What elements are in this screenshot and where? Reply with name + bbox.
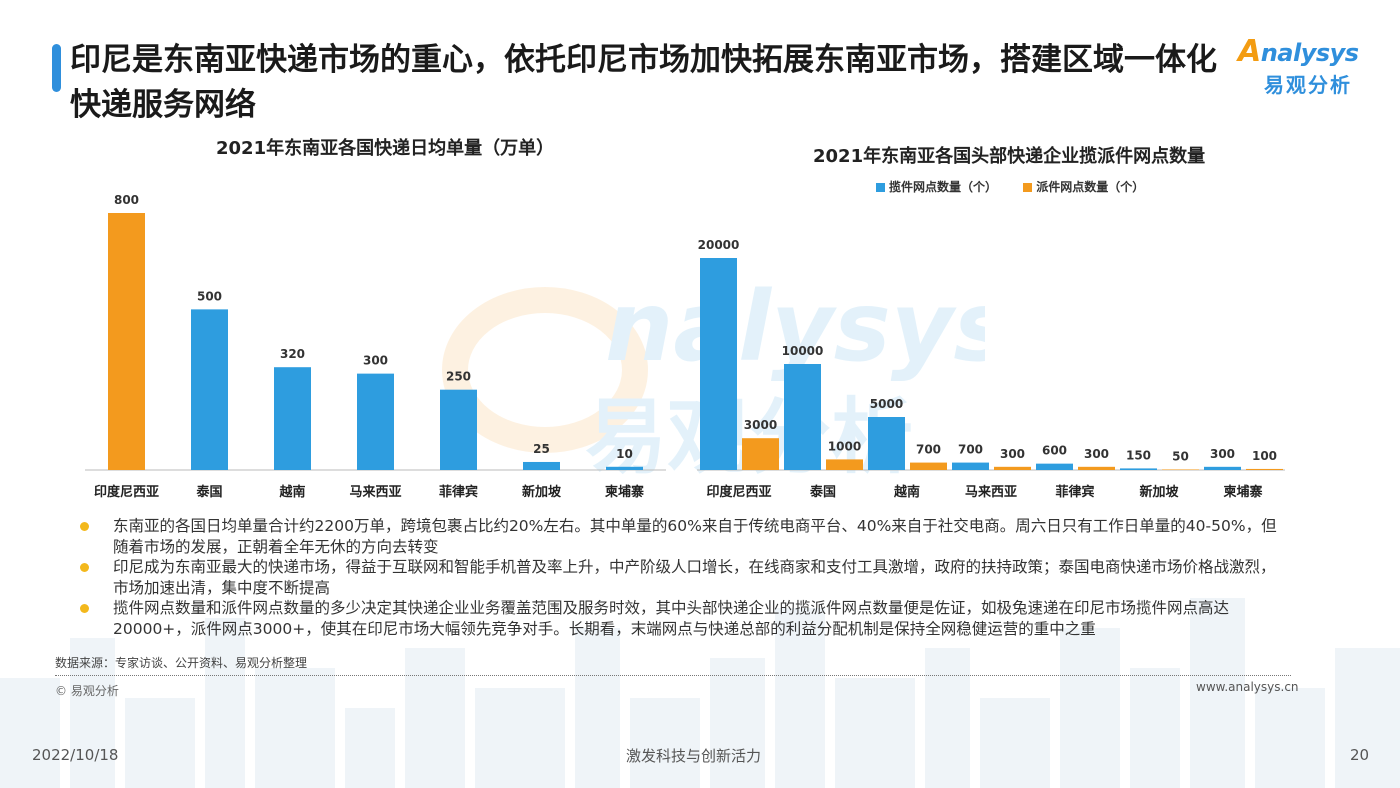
right-category-label: 印度尼西亚 — [706, 484, 771, 500]
bullet-item: 印尼成为东南亚最大的快递市场，得益于互联网和智能手机普及率上升，中产阶级人口增长… — [80, 557, 1290, 598]
footer-slogan: 激发科技与创新活力 — [626, 747, 762, 765]
pickup-value-label: 20000 — [698, 238, 740, 252]
bullet-dot — [80, 563, 89, 572]
pickup-value-label: 600 — [1042, 444, 1067, 458]
footer-divider — [55, 675, 1291, 676]
logo-chinese: 易观分析 — [1264, 73, 1352, 97]
pickup-value-label: 5000 — [870, 397, 903, 411]
pickup-value-label: 300 — [1210, 447, 1235, 461]
left-bar-value-label: 10 — [616, 447, 633, 461]
right-category-label: 泰国 — [809, 484, 836, 500]
delivery-bar — [1162, 469, 1199, 470]
left-bar — [523, 461, 560, 470]
pickup-bar — [1036, 463, 1073, 470]
pickup-bar — [868, 417, 905, 470]
bullet-text: 东南亚的各国日均单量合计约2200万单，跨境包裹占比约20%左右。其中单量的60… — [113, 517, 1277, 556]
delivery-bar — [826, 459, 863, 470]
pickup-bar — [1204, 466, 1241, 470]
left-bar — [274, 367, 311, 470]
bullet-dot — [80, 604, 89, 613]
bullet-item: 揽件网点数量和派件网点数量的多少决定其快递企业业务覆盖范围及服务时效，其中头部快… — [80, 598, 1290, 639]
delivery-value-label: 700 — [916, 443, 941, 457]
left-bar — [357, 373, 394, 470]
left-category-label: 新加坡 — [522, 484, 562, 500]
bullet-text: 印尼成为东南亚最大的快递市场，得益于互联网和智能手机普及率上升，中产阶级人口增长… — [113, 558, 1276, 597]
website-link[interactable]: www.analysys.cn — [1196, 680, 1299, 694]
left-category-label: 越南 — [278, 484, 305, 500]
bullet-text: 揽件网点数量和派件网点数量的多少决定其快递企业业务覆盖范围及服务时效，其中头部快… — [113, 599, 1230, 638]
right-category-label: 柬埔寨 — [1223, 484, 1262, 500]
pickup-value-label: 10000 — [782, 344, 824, 358]
bullet-item: 东南亚的各国日均单量合计约2200万单，跨境包裹占比约20%左右。其中单量的60… — [80, 516, 1290, 557]
page-number: 20 — [1350, 746, 1370, 764]
delivery-value-label: 100 — [1252, 449, 1277, 463]
pickup-bar — [1120, 468, 1157, 470]
left-bar-value-label: 300 — [363, 354, 388, 368]
left-category-label: 马来西亚 — [349, 484, 401, 500]
copyright: © 易观分析 — [55, 684, 119, 698]
delivery-value-label: 300 — [1084, 447, 1109, 461]
page-title: 印尼是东南亚快递市场的重心，依托印尼市场加快拓展东南亚市场，搭建区域一体化快递服… — [70, 42, 1217, 123]
legend-label-pickup: 揽件网点数量（个） — [889, 180, 998, 194]
pickup-bar — [700, 258, 737, 470]
left-bar — [440, 389, 477, 470]
pickup-bar — [784, 364, 821, 470]
delivery-bar — [742, 438, 779, 470]
title-accent-bar — [52, 44, 61, 92]
left-category-label: 印度尼西亚 — [94, 484, 159, 500]
legend-swatch-delivery — [1023, 183, 1033, 192]
report-date: 2022/10/18 — [32, 746, 119, 764]
pickup-value-label: 700 — [958, 443, 983, 457]
left-bar-value-label: 320 — [280, 347, 305, 361]
legend-item-pickup: 揽件网点数量（个） — [876, 180, 997, 194]
delivery-value-label: 300 — [1000, 447, 1025, 461]
right-chart-title: 2021年东南亚各国头部快递企业揽派件网点数量 — [813, 146, 1206, 167]
left-bar — [606, 466, 643, 470]
logo-english: Analysys — [1238, 34, 1378, 69]
delivery-bar — [1078, 466, 1115, 470]
delivery-bar — [994, 466, 1031, 470]
logo-initial: A — [1238, 34, 1261, 69]
analysys-logo: Analysys 易观分析 — [1238, 34, 1378, 104]
left-bar-value-label: 800 — [114, 193, 139, 207]
delivery-bar — [1246, 468, 1283, 470]
left-category-label: 柬埔寨 — [605, 484, 644, 500]
skyline-background — [0, 598, 1400, 788]
data-source: 数据来源：专家访谈、公开资料、易观分析整理 — [55, 656, 308, 670]
right-chart-legend: 揽件网点数量（个） 派件网点数量（个） — [876, 178, 1144, 195]
delivery-value-label: 1000 — [828, 439, 861, 453]
left-bar — [191, 309, 228, 470]
left-category-label: 泰国 — [195, 484, 222, 500]
left-bar-value-label: 25 — [533, 442, 550, 456]
pickup-value-label: 150 — [1126, 448, 1151, 462]
left-bar-value-label: 250 — [446, 370, 471, 384]
pickup-bar — [952, 462, 989, 470]
right-category-label: 新加坡 — [1139, 484, 1179, 500]
delivery-value-label: 3000 — [744, 418, 777, 432]
legend-label-delivery: 派件网点数量（个） — [1036, 180, 1145, 194]
delivery-value-label: 50 — [1172, 449, 1189, 463]
logo-english-text: nalysys — [1260, 39, 1359, 67]
left-bar-value-label: 500 — [197, 289, 222, 303]
left-chart-title: 2021年东南亚各国快递日均单量（万单） — [216, 138, 555, 159]
bullet-dot — [80, 522, 89, 531]
right-category-label: 越南 — [893, 484, 920, 500]
left-bar — [108, 213, 145, 470]
legend-swatch-pickup — [876, 183, 885, 192]
bullet-list: 东南亚的各国日均单量合计约2200万单，跨境包裹占比约20%左右。其中单量的60… — [80, 516, 1290, 639]
right-category-label: 菲律宾 — [1055, 484, 1094, 500]
legend-item-delivery: 派件网点数量（个） — [1023, 180, 1144, 194]
delivery-bar — [910, 462, 947, 470]
left-category-label: 菲律宾 — [439, 484, 478, 500]
right-category-label: 马来西亚 — [965, 484, 1017, 500]
